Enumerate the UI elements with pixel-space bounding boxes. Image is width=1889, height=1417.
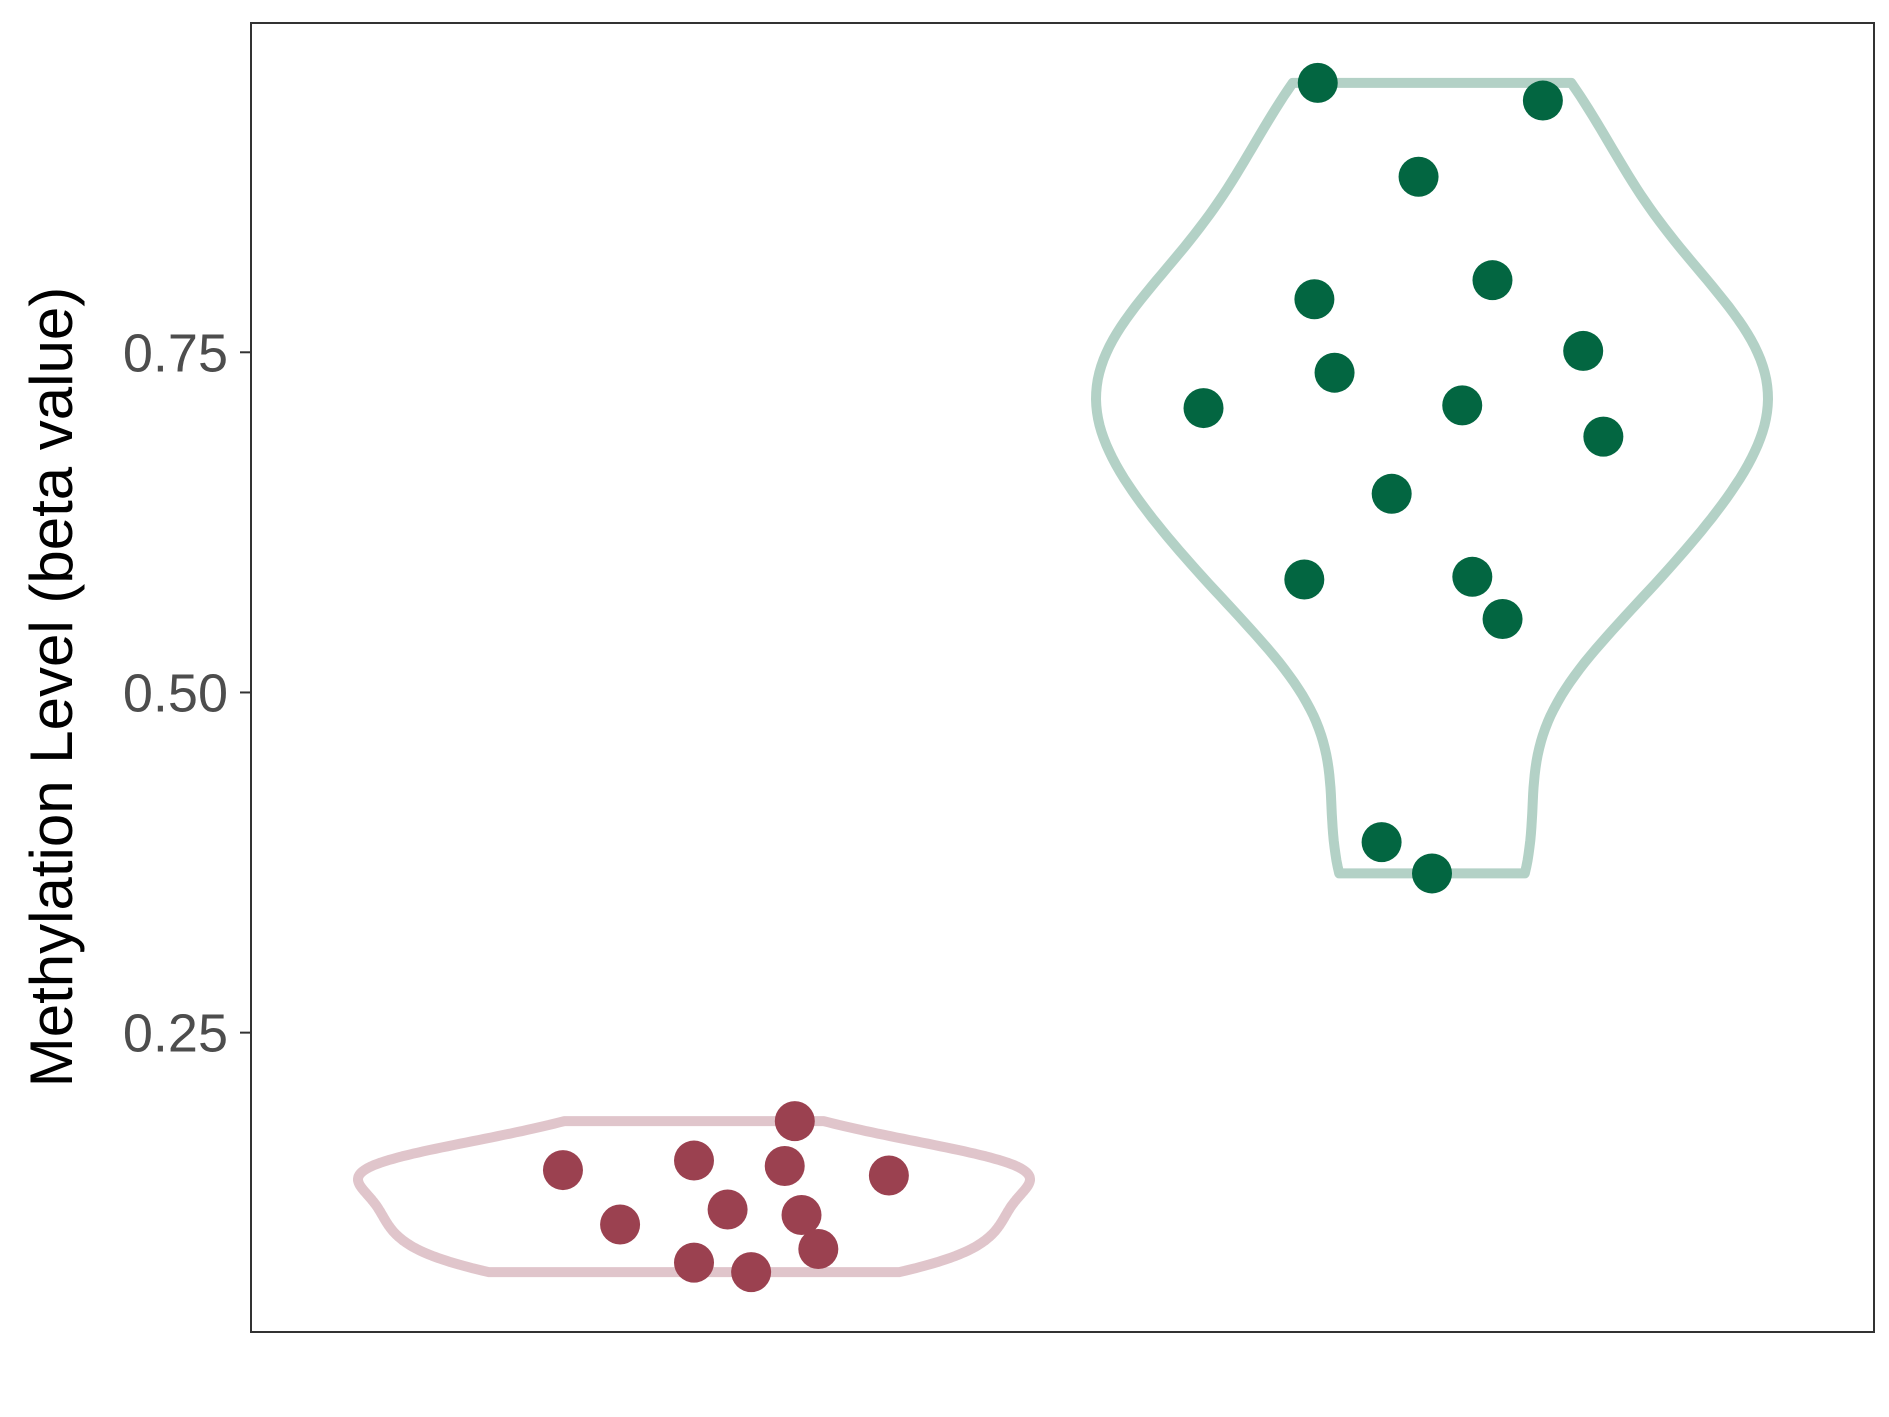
data-point — [1314, 352, 1355, 393]
data-point — [798, 1228, 839, 1269]
data-point — [674, 1242, 714, 1283]
data-points — [542, 62, 1624, 1293]
data-point — [1563, 330, 1604, 371]
data-point — [1412, 853, 1452, 894]
data-point — [600, 1204, 641, 1245]
y-tick-label: 0.75 — [123, 323, 228, 383]
data-point — [1294, 279, 1335, 320]
data-point — [1361, 822, 1402, 863]
data-point — [1472, 260, 1513, 301]
data-point — [1183, 388, 1224, 429]
y-axis: 0.25 0.50 0.75 — [123, 323, 251, 1064]
data-point — [1482, 598, 1523, 639]
data-point — [707, 1189, 748, 1230]
data-point — [731, 1252, 772, 1293]
data-point — [1583, 416, 1624, 457]
y-axis-title: Methylation Level (beta value) — [18, 287, 85, 1087]
data-point — [1297, 62, 1338, 103]
y-tick-label: 0.50 — [123, 663, 228, 723]
data-point — [774, 1101, 815, 1142]
data-point — [1371, 473, 1412, 514]
y-tick-label: 0.25 — [123, 1004, 228, 1064]
data-point — [781, 1194, 822, 1235]
violins — [353, 77, 1773, 1278]
data-point — [764, 1145, 805, 1186]
data-point — [1452, 556, 1493, 597]
data-point — [868, 1155, 909, 1196]
violin-outline — [353, 1116, 1035, 1278]
data-point — [1284, 559, 1325, 600]
data-point — [1442, 385, 1483, 426]
data-point — [1522, 80, 1563, 121]
data-point — [1398, 156, 1439, 197]
data-point — [542, 1150, 583, 1191]
violin-outline — [1091, 77, 1773, 879]
data-point — [674, 1140, 714, 1181]
plot-panel-border — [250, 22, 1875, 1333]
